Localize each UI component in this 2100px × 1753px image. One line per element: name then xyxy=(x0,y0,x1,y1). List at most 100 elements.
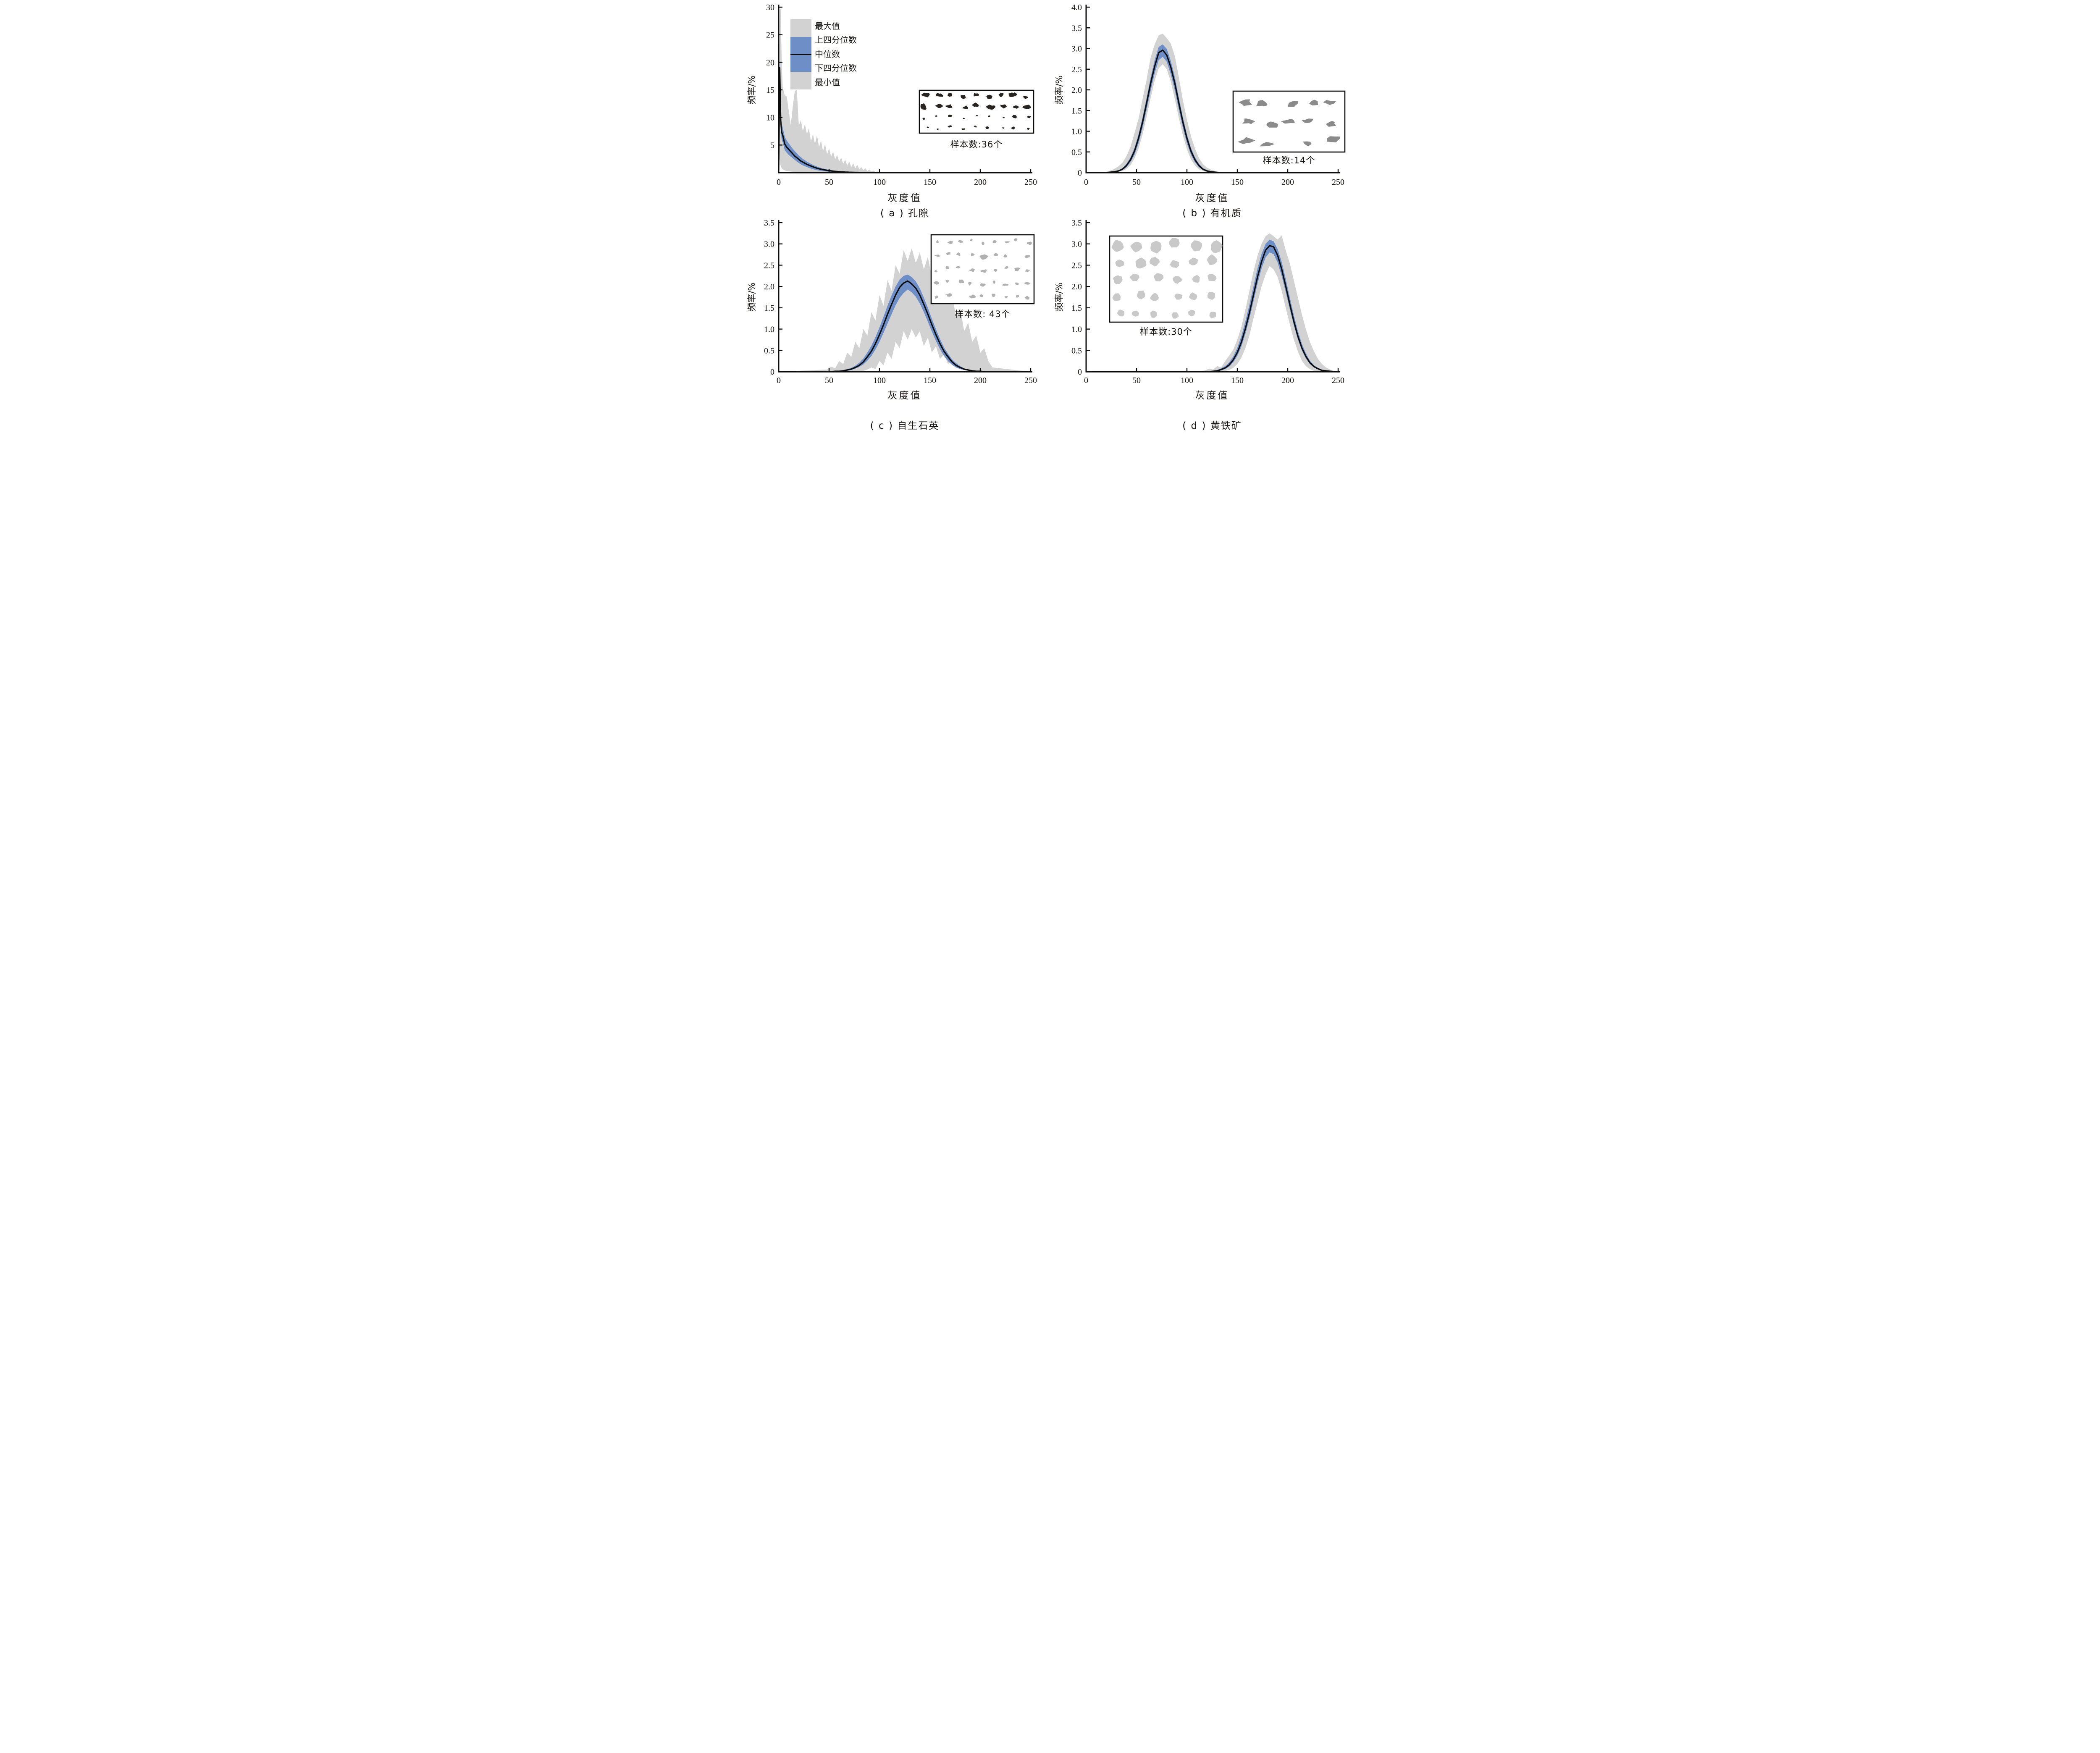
sample-blob xyxy=(956,266,961,269)
x-tick-label: 200 xyxy=(974,376,987,385)
sample-blob xyxy=(1256,100,1268,106)
y-tick-label: 2.0 xyxy=(764,282,774,291)
sample-blob xyxy=(971,253,975,256)
y-tick-label: 1.5 xyxy=(1071,304,1082,313)
sample-blob xyxy=(1014,268,1021,271)
sample-blob xyxy=(1149,257,1160,267)
max-min-band xyxy=(779,9,1031,173)
inset-samples xyxy=(933,238,1032,300)
y-axis-label: 频率/% xyxy=(747,282,757,312)
sample-blob xyxy=(968,281,972,286)
y-tick-label: 1.0 xyxy=(764,325,774,334)
sample-blob xyxy=(1022,105,1032,109)
sample-blob xyxy=(981,241,984,245)
sample-blob xyxy=(979,283,986,287)
y-tick-label: 15 xyxy=(766,86,774,95)
sample-blob xyxy=(948,93,953,97)
y-tick-label: 0.5 xyxy=(1071,148,1082,157)
panel-caption: ( a ) 孔隙 xyxy=(880,208,929,219)
sample-blob xyxy=(962,105,969,110)
x-tick-label: 150 xyxy=(1231,376,1244,385)
y-tick-label: 0 xyxy=(1078,168,1082,178)
sample-blob xyxy=(1326,136,1341,143)
x-tick-label: 0 xyxy=(777,178,781,187)
sample-blob xyxy=(1302,118,1313,123)
sample-blob xyxy=(961,95,966,99)
sample-blob xyxy=(1016,294,1019,298)
y-tick-label: 0.5 xyxy=(1071,346,1082,355)
sample-blob xyxy=(985,126,989,129)
y-tick-label: 1.0 xyxy=(1071,127,1082,136)
sample-blob xyxy=(1113,275,1123,284)
panel-b: 0 0.5 1.0 1.5 2.0 2.5 3.0 3.5 4.0 0 50 100 150 200 250… xyxy=(1050,0,1357,219)
legend-swatch-upper-quartile xyxy=(790,37,811,54)
sample-blob xyxy=(1288,100,1299,107)
sample-blob xyxy=(979,294,984,297)
sample-blob xyxy=(1211,240,1223,253)
sample-blob xyxy=(1015,282,1019,286)
legend-item-max: 最大值 xyxy=(815,21,840,31)
sample-blob xyxy=(937,129,939,130)
sample-blob xyxy=(961,128,965,130)
sample-blob xyxy=(921,92,930,97)
y-tick-label: 3.0 xyxy=(1071,240,1082,249)
panel-caption: ( b ) 有机质 xyxy=(1182,208,1242,219)
sample-blob xyxy=(1207,274,1217,281)
sample-blob xyxy=(987,115,991,117)
x-tick-label: 150 xyxy=(924,376,936,385)
sample-blob xyxy=(1023,96,1028,99)
x-tick-label: 50 xyxy=(1132,376,1141,385)
sample-blob xyxy=(1112,293,1121,301)
x-tick-label: 200 xyxy=(1281,178,1294,187)
sample-blob xyxy=(1111,240,1124,252)
x-tick-label: 100 xyxy=(1181,376,1193,385)
sample-blob xyxy=(974,92,979,97)
y-tick-label: 3.0 xyxy=(764,240,774,249)
sample-count-label: 样本数:14个 xyxy=(1263,155,1315,165)
sample-blob xyxy=(933,281,940,285)
x-axis-label: 灰度值 xyxy=(1195,390,1229,401)
sample-blob xyxy=(992,240,997,244)
sample-blob xyxy=(948,115,953,118)
sample-blob xyxy=(945,280,949,283)
sample-blob xyxy=(958,240,963,243)
sample-count-label: 样本数: 43个 xyxy=(955,309,1011,319)
legend: 最大值 上四分位数 中位数 下四分位数 最小值 xyxy=(790,19,857,89)
sample-blob xyxy=(1024,255,1030,258)
y-tick-label: 30 xyxy=(766,3,774,12)
sample-blob xyxy=(1004,241,1011,243)
legend-labels: 最大值 上四分位数 中位数 下四分位数 最小值 xyxy=(815,19,857,89)
y-tick-label: 3.5 xyxy=(1071,24,1082,33)
sample-blob xyxy=(1024,295,1030,300)
sample-blob xyxy=(935,93,944,97)
sample-blob xyxy=(1209,312,1216,318)
sample-blob xyxy=(1117,309,1125,317)
x-tick-label: 50 xyxy=(1132,178,1141,187)
sample-blob xyxy=(1002,127,1005,129)
sample-blob xyxy=(926,126,929,129)
y-tick-label: 3.5 xyxy=(764,219,774,228)
sample-blob xyxy=(1171,312,1179,319)
panel-d: 0 0.5 1.0 1.5 2.0 2.5 3.0 3.5 0 50 100 150 200 250 频率… xyxy=(1050,219,1357,438)
inset-box xyxy=(919,89,1034,134)
sample-blob xyxy=(946,252,951,255)
sample-blob xyxy=(934,255,940,257)
sample-blob xyxy=(992,281,995,284)
sample-blob xyxy=(1027,115,1032,118)
sample-blob xyxy=(1003,254,1007,258)
sample-blob xyxy=(1170,260,1179,268)
max-min-band xyxy=(1086,233,1338,372)
x-tick-label: 50 xyxy=(825,376,833,385)
sample-blob xyxy=(945,293,952,297)
sample-blob xyxy=(945,104,953,108)
sample-blob xyxy=(1135,257,1147,269)
sample-blob xyxy=(969,294,976,299)
x-tick-label: 150 xyxy=(924,178,936,187)
y-tick-label: 2.0 xyxy=(1071,282,1082,291)
x-tick-label: 0 xyxy=(1084,376,1088,385)
chart-c-authigenic-quartz: 0 0.5 1.0 1.5 2.0 2.5 3.0 3.5 0 50 100 150 200 250 xyxy=(764,219,1037,385)
sample-blob xyxy=(1010,126,1015,130)
x-tick-label: 150 xyxy=(1231,178,1244,187)
sample-blob xyxy=(985,105,996,110)
legend-item-upper-quartile: 上四分位数 xyxy=(815,35,857,45)
